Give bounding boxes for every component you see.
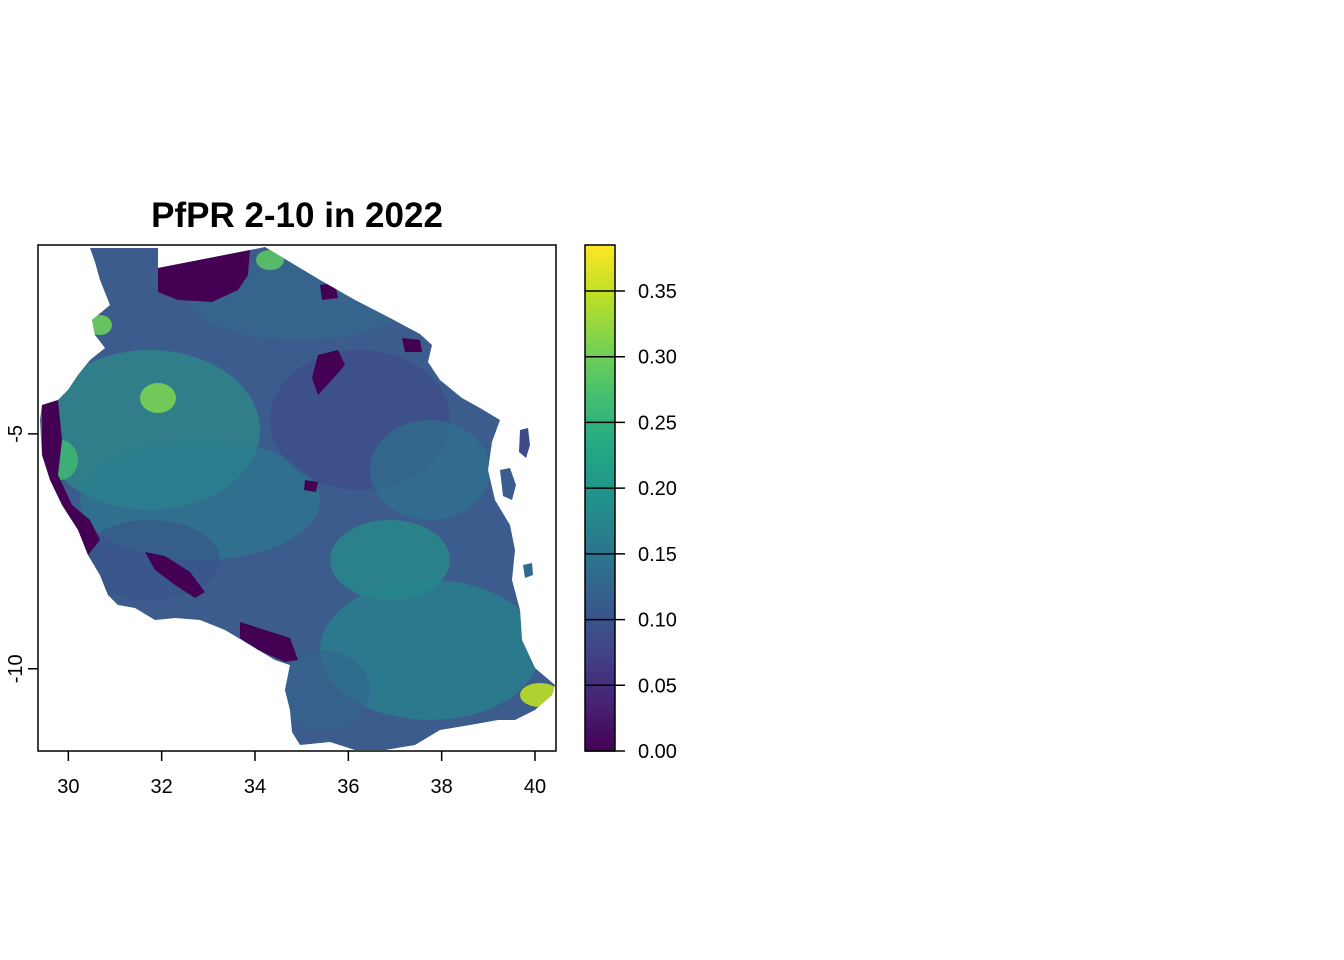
x-tick-label: 38 — [431, 776, 453, 798]
legend-tick-label: 0.25 — [638, 412, 677, 434]
x-tick-label: 34 — [244, 776, 266, 798]
x-tick-label: 32 — [151, 776, 173, 798]
legend-ticks: 0.35 0.30 0.25 0.20 0.15 0.10 0.05 0.00 — [585, 281, 677, 763]
map-frame — [37, 244, 557, 752]
y-axis: -5 -10 — [5, 425, 38, 683]
legend-colorbar: 0.35 0.30 0.25 0.20 0.15 0.10 0.05 0.00 — [584, 244, 677, 763]
legend-tick-label: 0.05 — [638, 675, 677, 697]
legend-tick-label: 0.20 — [638, 478, 677, 500]
map-title: PfPR 2-10 in 2022 — [151, 196, 443, 235]
legend-tick-label: 0.30 — [638, 347, 677, 369]
y-tick-label: -5 — [5, 425, 27, 443]
x-axis: 30 32 34 36 38 40 — [57, 751, 546, 798]
legend-tick-label: 0.35 — [638, 281, 677, 303]
x-tick-label: 40 — [524, 776, 546, 798]
y-tick-label: -10 — [5, 654, 27, 683]
legend-tick-label: 0.15 — [638, 544, 677, 566]
legend-tick-label: 0.00 — [638, 741, 677, 763]
legend-tick-label: 0.10 — [638, 610, 677, 632]
map-raster — [40, 247, 555, 750]
x-tick-label: 30 — [57, 776, 79, 798]
x-tick-label: 36 — [337, 776, 359, 798]
colorbar-gradient — [584, 244, 616, 752]
